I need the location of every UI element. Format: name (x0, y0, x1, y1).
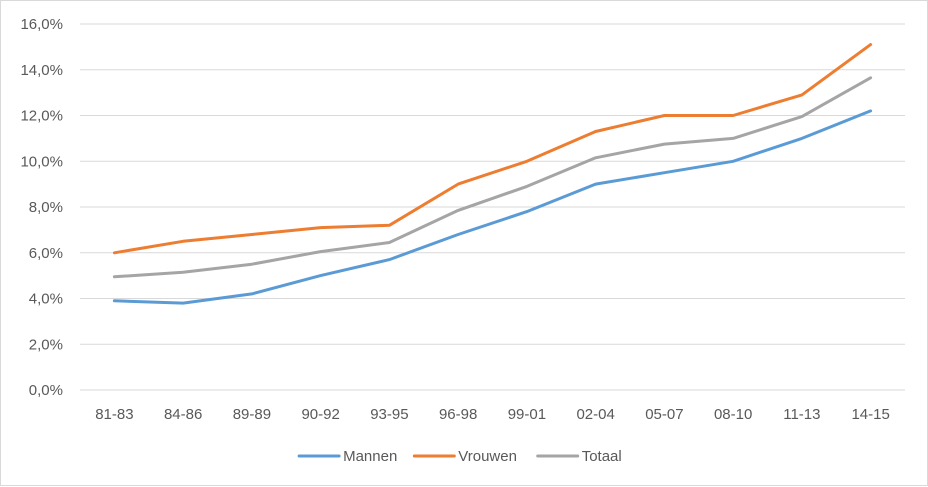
gridlines (80, 23, 905, 391)
x-tick-label: 89-89 (233, 406, 271, 423)
series-lines (112, 43, 873, 305)
legend-label-vrouwen: Vrouwen (458, 448, 517, 465)
legend-label-mannen: Mannen (343, 448, 397, 465)
y-tick-label: 4,0% (29, 291, 63, 308)
series-line-vrouwen (112, 43, 873, 255)
x-tick-label: 84-86 (164, 406, 202, 423)
x-tick-label: 08-10 (714, 406, 752, 423)
x-axis: 81-83 84-86 89-89 90-92 93-95 96-98 99-01 02-04… (95, 406, 890, 423)
x-tick-label: 05-07 (645, 406, 683, 423)
series-line-totaal (112, 76, 873, 279)
y-tick-label: 8,0% (29, 199, 63, 216)
x-tick-label: 96-98 (439, 406, 477, 423)
x-tick-label: 11-13 (783, 406, 820, 423)
legend: Mannen Vrouwen Totaal (297, 448, 622, 465)
y-tick-label: 2,0% (29, 336, 63, 353)
x-tick-label: 99-01 (508, 406, 546, 423)
y-tick-label: 0,0% (29, 382, 63, 399)
x-tick-label: 81-83 (95, 406, 133, 423)
legend-label-totaal: Totaal (582, 448, 622, 465)
x-tick-label: 14-15 (851, 406, 889, 423)
x-tick-label: 02-04 (576, 406, 614, 423)
y-tick-label: 10,0% (20, 153, 63, 170)
y-tick-label: 12,0% (20, 108, 63, 125)
y-axis: 0,0% 2,0% 4,0% 6,0% 8,0% 10,0% 12,0% 14,0% 16,0% (20, 16, 63, 399)
series-line-mannen (112, 109, 873, 305)
x-tick-label: 93-95 (370, 406, 408, 423)
y-tick-label: 14,0% (20, 62, 63, 79)
x-tick-label: 90-92 (301, 406, 339, 423)
y-tick-label: 6,0% (29, 245, 63, 262)
y-tick-label: 16,0% (20, 16, 63, 33)
